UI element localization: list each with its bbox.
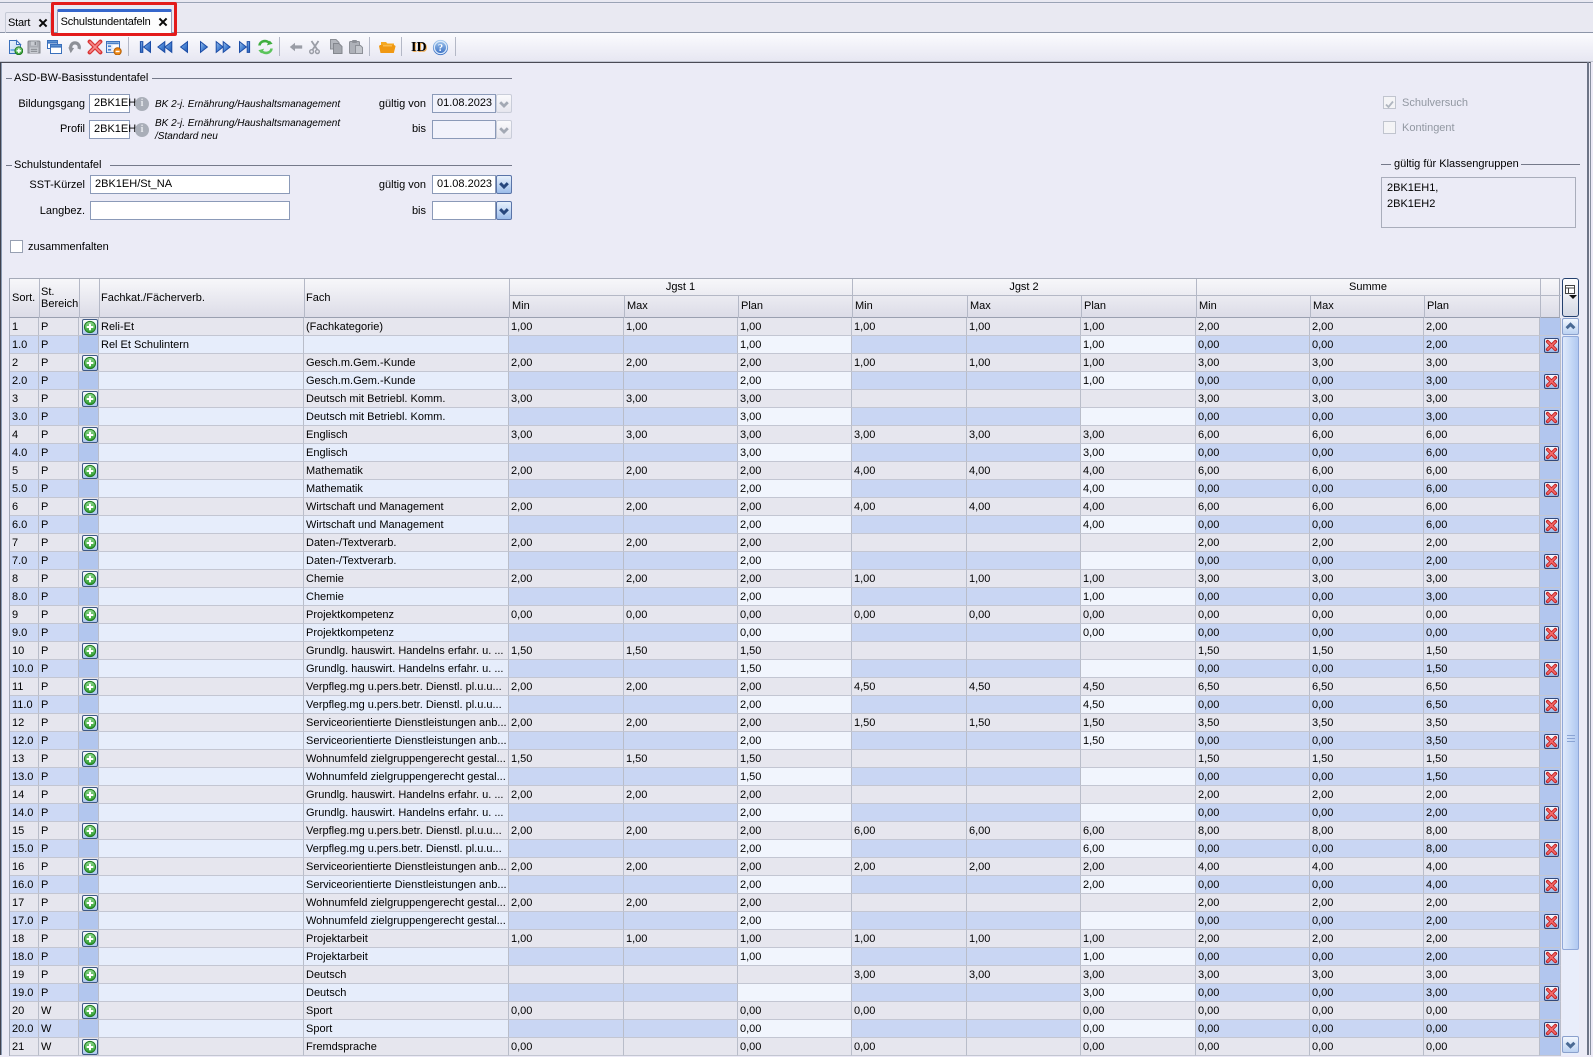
svg-text:?: ? — [438, 43, 443, 54]
